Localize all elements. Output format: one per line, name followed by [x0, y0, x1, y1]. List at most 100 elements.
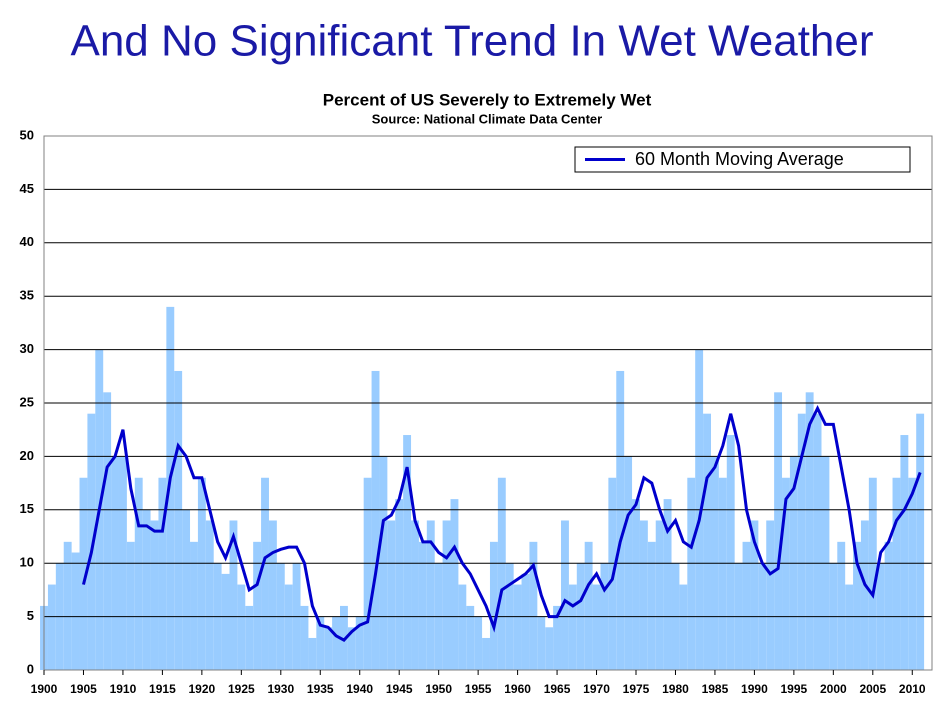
x-tick-label: 1920	[189, 682, 216, 696]
bar	[371, 370, 380, 670]
bar	[853, 541, 861, 670]
bar	[545, 627, 554, 670]
page-title: And No Significant Trend In Wet Weather	[70, 17, 873, 66]
x-tick-label: 1970	[583, 682, 610, 696]
bar	[103, 392, 112, 670]
x-tick-label: 1935	[307, 682, 334, 696]
bar	[687, 477, 696, 670]
x-tick-label: 1905	[70, 682, 97, 696]
bar	[568, 584, 577, 670]
bar	[205, 520, 214, 670]
x-tick-label: 2000	[820, 682, 847, 696]
bar	[466, 605, 475, 670]
bar	[900, 435, 909, 670]
bar	[679, 584, 688, 670]
x-tick-label: 1950	[425, 682, 452, 696]
bar	[616, 370, 625, 670]
bar	[403, 435, 412, 670]
bar	[537, 616, 546, 670]
bar	[489, 541, 498, 670]
y-tick-label: 15	[20, 501, 34, 516]
y-tick-label: 35	[20, 288, 34, 303]
x-tick-label: 1995	[781, 682, 808, 696]
chart-subtitle: Source: National Climate Data Center	[372, 111, 602, 126]
bar	[284, 584, 293, 670]
bar	[442, 520, 451, 670]
y-tick-label: 5	[27, 608, 34, 623]
bar	[860, 520, 869, 670]
bar	[253, 541, 262, 670]
bar	[892, 477, 901, 670]
bar	[355, 616, 364, 670]
bar	[316, 616, 325, 670]
bar	[221, 573, 230, 670]
bar	[592, 584, 601, 670]
bar	[79, 477, 88, 670]
y-tick-label: 45	[20, 181, 34, 196]
x-tick-label: 1940	[346, 682, 373, 696]
plot-border	[43, 135, 933, 671]
bar	[774, 392, 783, 670]
bar	[134, 477, 143, 670]
bar	[458, 584, 467, 670]
bar	[561, 520, 569, 670]
y-tick-label: 40	[20, 234, 34, 249]
bar	[750, 520, 759, 670]
bar	[261, 477, 269, 670]
x-tick-label: 1925	[228, 682, 255, 696]
bar	[782, 477, 790, 670]
x-tick-label: 1975	[623, 682, 650, 696]
bar	[703, 413, 711, 670]
x-tick-label: 1955	[465, 682, 492, 696]
bar	[182, 509, 191, 670]
bar	[742, 541, 751, 670]
bar	[324, 627, 333, 670]
bar	[426, 520, 435, 670]
bar	[47, 584, 56, 670]
bar	[513, 584, 522, 670]
bar	[174, 370, 183, 670]
bar	[813, 413, 822, 670]
bar	[647, 541, 656, 670]
bar	[718, 477, 727, 670]
bar	[126, 541, 135, 670]
y-tick-label: 20	[20, 448, 34, 463]
x-tick-label: 2005	[859, 682, 886, 696]
bar	[482, 637, 490, 670]
x-tick-label: 1965	[544, 682, 571, 696]
x-tick-label: 1915	[149, 682, 176, 696]
bar	[584, 541, 593, 670]
bar	[166, 306, 175, 670]
x-tick-label: 1985	[702, 682, 729, 696]
bar	[347, 627, 356, 670]
bar	[884, 541, 893, 670]
x-tick-label: 1930	[267, 682, 294, 696]
bar	[418, 541, 427, 670]
x-tick-label: 1990	[741, 682, 768, 696]
bar	[87, 413, 96, 670]
bar	[142, 509, 151, 670]
bar	[553, 605, 562, 670]
x-tick-label: 1960	[504, 682, 531, 696]
bar	[797, 413, 806, 670]
bar	[63, 541, 72, 670]
y-tick-label: 30	[20, 341, 34, 356]
y-tick-label: 25	[20, 394, 34, 409]
bar	[521, 573, 530, 670]
x-tick-label: 1910	[110, 682, 137, 696]
bar	[639, 520, 648, 670]
bar	[300, 605, 309, 670]
bar	[245, 605, 254, 670]
y-tick-label: 0	[27, 661, 34, 676]
bar	[663, 499, 672, 670]
bar	[387, 520, 396, 670]
x-tick-label: 1900	[31, 682, 58, 696]
x-tick-label: 1945	[386, 682, 413, 696]
bar	[529, 541, 538, 670]
bar	[308, 637, 317, 670]
bar	[268, 520, 277, 670]
bar	[632, 499, 640, 670]
bar	[237, 584, 246, 670]
